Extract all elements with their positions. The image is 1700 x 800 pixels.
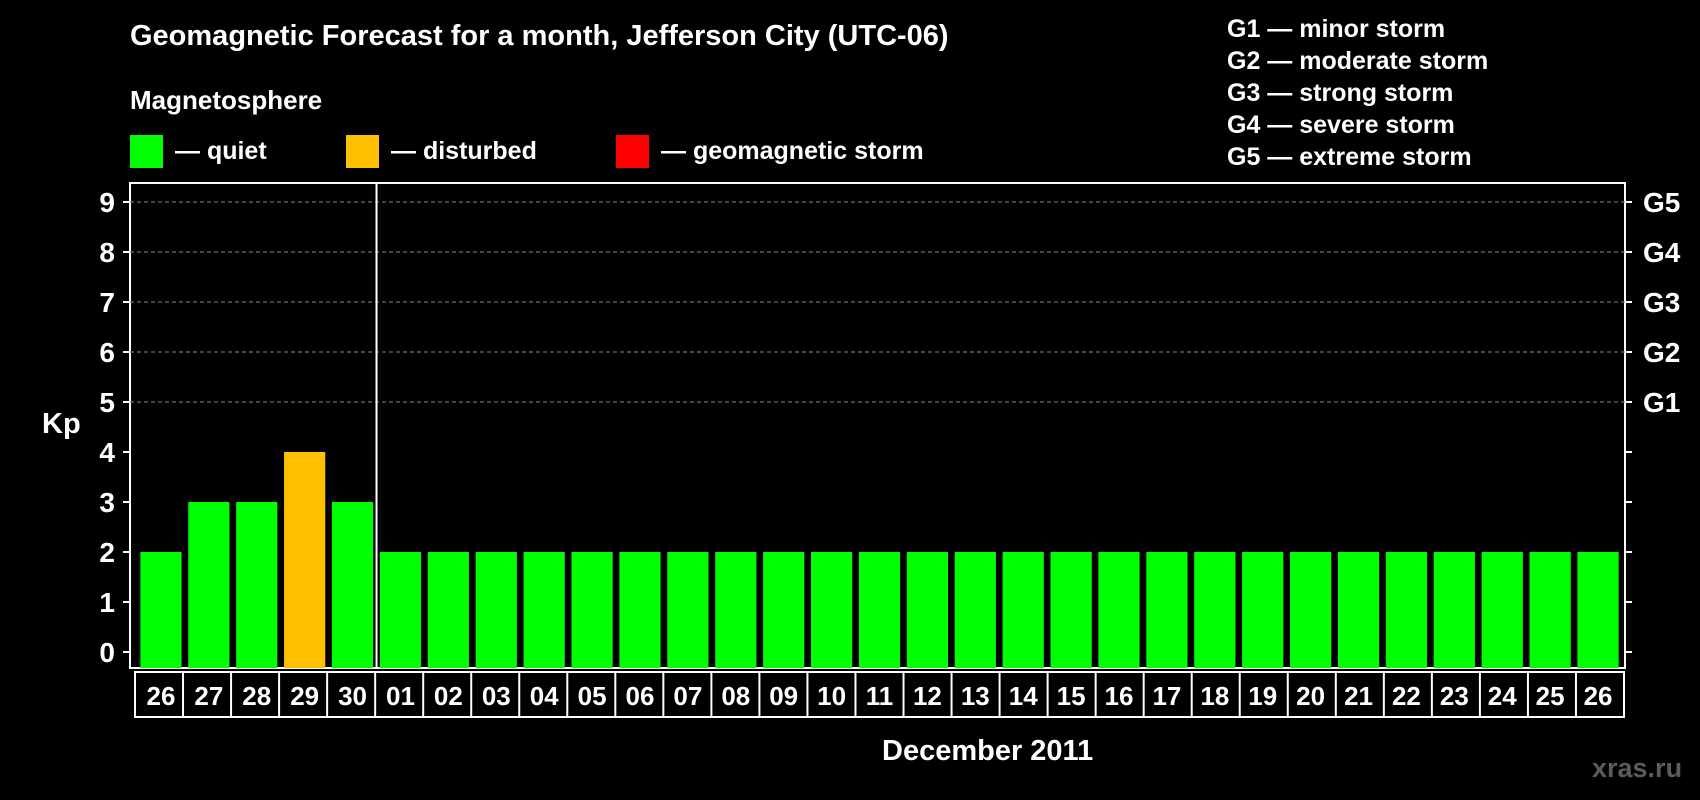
bar [188, 502, 230, 668]
storm-scale-g3: G3 — strong storm [1227, 79, 1454, 107]
x-tick-label: 22 [1392, 681, 1421, 711]
x-tick-label: 04 [530, 681, 559, 711]
x-tick-label: 30 [338, 681, 367, 711]
storm-scale-g2: G2 — moderate storm [1227, 47, 1489, 75]
bar [906, 552, 949, 668]
legend-quiet-label: — quiet [175, 136, 267, 165]
x-tick-label: 18 [1200, 681, 1229, 711]
y-tick-label: 6 [99, 337, 115, 368]
y-tick-label: 5 [99, 387, 115, 418]
legend-disturbed-label: — disturbed [391, 136, 537, 165]
x-tick-label: 25 [1536, 681, 1565, 711]
bar [140, 552, 182, 668]
bar [1050, 552, 1092, 668]
y-tick-label: 7 [99, 287, 115, 318]
x-tick-label: 08 [721, 681, 750, 711]
legend-storm-label: — geomagnetic storm [661, 136, 924, 165]
watermark: xras.ru [1592, 753, 1683, 783]
bar [1433, 552, 1475, 668]
y-tick-label: 2 [99, 537, 115, 568]
bar [1194, 552, 1236, 668]
bar [763, 552, 805, 668]
y-tick-label: 4 [99, 437, 115, 468]
bar [1242, 552, 1284, 668]
x-tick-label: 12 [913, 681, 942, 711]
x-tick-label: 26 [146, 681, 175, 711]
bar [1577, 552, 1619, 668]
bar [1002, 552, 1044, 668]
bar [475, 552, 517, 668]
x-axis-label: December 2011 [882, 735, 1094, 767]
g-scale-label: G4 [1643, 237, 1681, 268]
bar [858, 552, 901, 668]
y-tick-label: 0 [99, 637, 115, 668]
storm-scale-g1: G1 — minor storm [1227, 15, 1446, 43]
chart-title: Geomagnetic Forecast for a month, Jeffer… [130, 20, 949, 52]
x-tick-label: 11 [866, 681, 894, 711]
bar [427, 552, 469, 668]
x-tick-label: 06 [626, 681, 655, 711]
bar [715, 552, 757, 668]
legend-disturbed-swatch [346, 134, 379, 168]
bar [284, 452, 326, 668]
bar [1529, 552, 1571, 668]
legend-storm: — geomagnetic storm [616, 134, 924, 168]
y-tick-label: 8 [99, 237, 115, 268]
storm-scale-g4: G4 — severe storm [1227, 111, 1455, 139]
x-tick-label: 14 [1009, 681, 1038, 711]
day-label-box [134, 671, 1625, 718]
x-tick-label: 02 [434, 681, 463, 711]
bar [523, 552, 565, 668]
storm-scale-legend: G1 — minor storm G2 — moderate storm G3 … [1227, 13, 1488, 173]
g-scale-label: G5 [1643, 187, 1680, 218]
y-axis-label: Kp [42, 408, 81, 440]
x-tick-label: 28 [242, 681, 271, 711]
x-tick-label: 17 [1152, 681, 1181, 711]
legend-storm-swatch [616, 134, 649, 168]
g-scale-label: G2 [1643, 337, 1680, 368]
g-scale-label: G1 [1643, 387, 1680, 418]
bar [1337, 552, 1380, 668]
bar [331, 502, 374, 668]
x-tick-label: 19 [1248, 681, 1277, 711]
bar [1385, 552, 1428, 668]
g-scale-label: G3 [1643, 287, 1680, 318]
x-tick-label: 10 [817, 681, 846, 711]
x-tick-label: 27 [194, 681, 223, 711]
x-tick-label: 29 [290, 681, 319, 711]
x-tick-label: 03 [482, 681, 511, 711]
bar [571, 552, 613, 668]
bar [379, 552, 422, 668]
legend-quiet-swatch [130, 134, 163, 168]
legend-disturbed: — disturbed [346, 134, 537, 168]
bar [619, 552, 661, 668]
x-tick-label: 01 [386, 681, 415, 711]
x-tick-label: 09 [769, 681, 798, 711]
x-tick-label: 05 [578, 681, 607, 711]
magnetosphere-label: Magnetosphere [130, 85, 323, 115]
x-tick-label: 15 [1057, 681, 1086, 711]
x-tick-label: 07 [673, 681, 702, 711]
x-tick-label: 20 [1296, 681, 1325, 711]
bar [667, 552, 709, 668]
bar [954, 552, 996, 668]
x-tick-label: 16 [1105, 681, 1134, 711]
x-tick-label: 21 [1344, 681, 1373, 711]
y-tick-label: 9 [99, 187, 115, 218]
x-tick-label: 13 [961, 681, 990, 711]
x-tick-label: 23 [1440, 681, 1469, 711]
x-tick-label: 24 [1488, 681, 1517, 711]
bar [1098, 552, 1140, 668]
bar [236, 502, 278, 668]
y-tick-label: 1 [99, 587, 115, 618]
bar [1290, 552, 1332, 668]
bar [810, 552, 853, 668]
storm-scale-g5: G5 — extreme storm [1227, 143, 1472, 171]
x-tick-label: 26 [1584, 681, 1613, 711]
bar [1481, 552, 1523, 668]
legend-quiet: — quiet [130, 134, 267, 168]
y-tick-label: 3 [99, 487, 115, 518]
bar [1146, 552, 1188, 668]
